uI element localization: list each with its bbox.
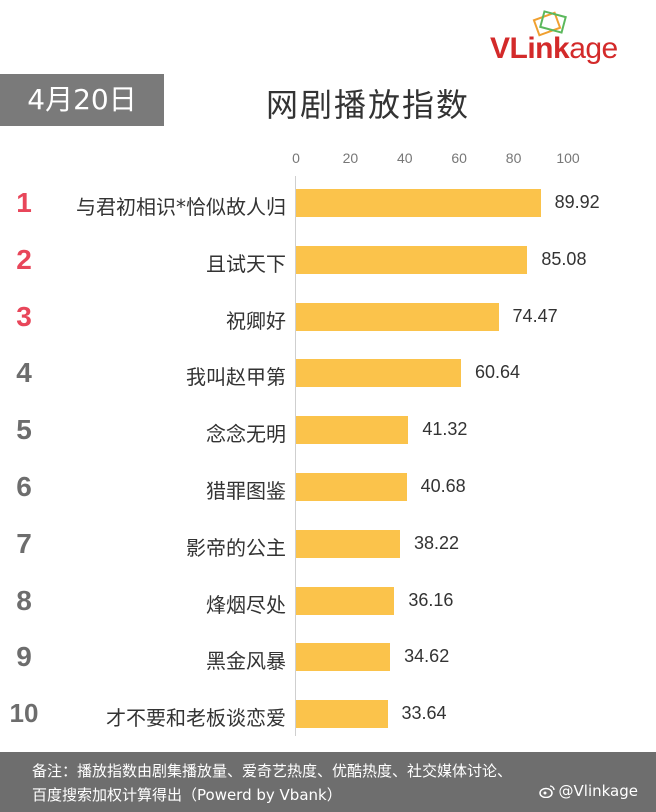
footnote-line-1: 备注：播放指数由剧集播放量、爱奇艺热度、优酷热度、社交媒体讨论、 <box>32 762 513 780</box>
x-axis: 0 20 40 60 80 100 <box>0 150 656 170</box>
category-label: 猎罪图鉴 <box>206 479 286 503</box>
rank-number: 3 <box>16 300 32 332</box>
category-label: 影帝的公主 <box>186 535 286 560</box>
value-label: 34.62 <box>404 646 450 667</box>
bar <box>296 586 395 615</box>
bar-row: 2 且试天下 85.08 <box>0 234 656 290</box>
footnote-line-2: 百度搜索加权计算得出（Powerd by Vbank） <box>32 786 342 804</box>
bar <box>296 416 409 445</box>
bar <box>296 359 461 388</box>
date-label: 4月20日 <box>0 74 164 126</box>
category-label: 祝卿好 <box>226 308 286 333</box>
x-tick-label: 100 <box>556 150 580 166</box>
value-label: 41.32 <box>422 419 468 440</box>
category-label: 黑金风暴 <box>206 649 286 674</box>
bar <box>296 189 541 217</box>
weibo-handle: @Vlinkage <box>538 782 638 800</box>
x-tick-label: 0 <box>292 150 300 166</box>
rank-number: 8 <box>16 584 32 616</box>
rank-number: 5 <box>16 414 32 446</box>
rank-number: 9 <box>16 641 32 673</box>
value-label: 36.16 <box>408 589 454 610</box>
value-label: 33.64 <box>401 703 447 724</box>
rank-number: 10 <box>9 698 39 729</box>
bar-row: 1 与君初相识*恰似故人归 89.92 <box>0 177 656 233</box>
category-label: 才不要和老板谈恋爱 <box>106 706 286 731</box>
category-label: 与君初相识*恰似故人归 <box>76 195 286 219</box>
rank-number: 6 <box>16 471 32 502</box>
category-label: 念念无明 <box>206 422 286 447</box>
value-label: 74.47 <box>512 305 558 326</box>
logo-text: VLinkage <box>490 32 618 65</box>
value-label: 60.64 <box>474 362 520 383</box>
rank-number: 1 <box>16 187 32 218</box>
x-tick-label: 60 <box>451 150 467 166</box>
chart-title: 网剧播放指数 <box>266 86 471 124</box>
bar <box>296 529 400 558</box>
value-label: 85.08 <box>541 248 587 269</box>
bar-row: 6 猎罪图鉴 40.68 <box>0 461 656 517</box>
logo-cards-icon <box>532 10 567 37</box>
value-label: 38.22 <box>413 532 459 553</box>
x-tick-label: 80 <box>505 150 522 166</box>
category-label: 且试天下 <box>206 251 286 276</box>
bar <box>296 643 391 672</box>
bar-row: 7 影帝的公主 38.22 <box>0 518 656 574</box>
category-label: 烽烟尽处 <box>206 592 286 617</box>
rank-number: 4 <box>16 357 32 389</box>
bar-row: 10 才不要和老板谈恋爱 33.64 <box>0 688 656 744</box>
footer: 备注：播放指数由剧集播放量、爱奇艺热度、优酷热度、社交媒体讨论、 百度搜索加权计… <box>0 752 656 812</box>
bar-row: 3 祝卿好 74.47 <box>0 291 656 347</box>
rank-number: 2 <box>16 243 32 275</box>
weibo-icon <box>538 785 555 798</box>
bar <box>296 473 407 501</box>
x-tick-label: 40 <box>397 150 413 166</box>
bar <box>296 245 528 274</box>
bar <box>296 700 388 729</box>
bar-row: 4 我叫赵甲第 60.64 <box>0 347 656 403</box>
rank-number: 7 <box>16 527 32 559</box>
x-tick-label: 20 <box>342 150 359 166</box>
bar-row: 9 黑金风暴 34.62 <box>0 631 656 687</box>
bar <box>296 302 499 331</box>
bar-row: 5 念念无明 41.32 <box>0 404 656 460</box>
category-label: 我叫赵甲第 <box>186 365 286 390</box>
vlinkage-logo: VLinkage <box>490 10 640 70</box>
bar-row: 8 烽烟尽处 36.16 <box>0 575 656 631</box>
value-label: 40.68 <box>420 476 466 496</box>
y-axis-line <box>295 176 296 736</box>
value-label: 89.92 <box>554 192 600 212</box>
